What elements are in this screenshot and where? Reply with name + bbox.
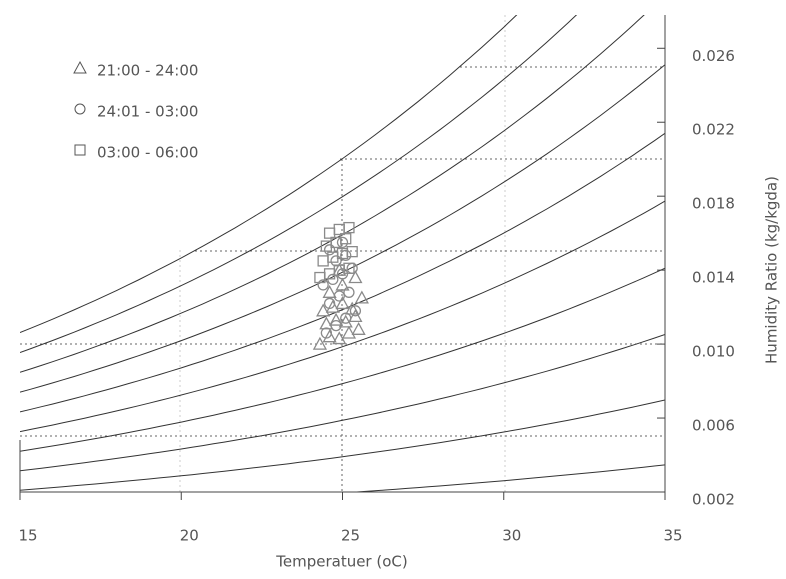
y2-tick-label: 0.026 — [692, 47, 735, 65]
y2-tick-label: 0.002 — [692, 491, 735, 509]
marker-circle — [331, 256, 341, 266]
legend-label: 24:01 - 03:00 — [97, 103, 198, 121]
marker-circle — [344, 287, 354, 297]
y2-axis-label: Humidity Ratio (kg/kgda) — [763, 176, 781, 364]
marker-square — [75, 145, 85, 155]
y2-tick-label: 0.010 — [692, 343, 735, 361]
marker-circle — [325, 245, 335, 255]
y2-tick-label: 0.018 — [692, 195, 735, 213]
marker-square — [325, 228, 335, 238]
x-axis-label: Temperatuer (oC) — [275, 553, 407, 571]
y2-tick-label: 0.022 — [692, 121, 735, 139]
y2-tick-label: 0.006 — [692, 417, 735, 435]
x-tick-label: 30 — [502, 527, 521, 545]
legend-label: 21:00 - 24:00 — [97, 62, 198, 80]
x-tick-label: 25 — [341, 527, 360, 545]
marker-square — [334, 224, 344, 234]
legend-label: 03:00 - 06:00 — [97, 144, 198, 162]
rh-curve — [20, 0, 665, 372]
marker-circle — [347, 263, 357, 273]
x-tick-label: 35 — [663, 527, 682, 545]
x-tick-label: 20 — [180, 527, 199, 545]
marker-triangle — [74, 62, 86, 73]
chart: Temperatuer (oC) Humidity Ratio (kg/kgda… — [0, 0, 786, 579]
x-tick-label: 15 — [18, 527, 37, 545]
marker-square — [318, 256, 328, 266]
marker-circle — [75, 104, 85, 114]
marker-circle — [334, 291, 344, 301]
y2-tick-label: 0.014 — [692, 269, 735, 287]
rh-curve — [20, 465, 665, 510]
marker-triangle — [353, 323, 365, 334]
rh-curve — [20, 0, 665, 333]
